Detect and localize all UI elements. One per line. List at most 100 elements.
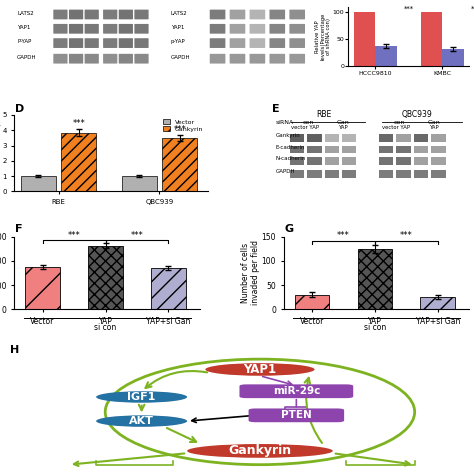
Text: YAP1: YAP1	[171, 25, 184, 30]
Bar	[325, 134, 339, 142]
Text: GAPDH: GAPDH	[17, 55, 36, 60]
Ellipse shape	[96, 391, 187, 403]
FancyBboxPatch shape	[84, 38, 99, 48]
FancyBboxPatch shape	[248, 409, 344, 422]
Bar	[88, 246, 123, 310]
FancyBboxPatch shape	[69, 24, 83, 34]
FancyBboxPatch shape	[289, 9, 305, 19]
Bar	[122, 176, 156, 191]
FancyBboxPatch shape	[84, 54, 99, 64]
Bar	[379, 157, 393, 164]
FancyBboxPatch shape	[103, 24, 117, 34]
Text: si con: si con	[364, 323, 386, 332]
Text: siRNA: siRNA	[275, 120, 294, 125]
FancyBboxPatch shape	[289, 54, 305, 64]
Text: LATS2: LATS2	[17, 11, 34, 16]
Text: YAP1: YAP1	[243, 363, 276, 376]
FancyBboxPatch shape	[210, 9, 226, 19]
FancyBboxPatch shape	[229, 54, 246, 64]
FancyBboxPatch shape	[103, 9, 117, 19]
Text: P-YAP: P-YAP	[17, 39, 31, 44]
Text: ***: ***	[68, 230, 81, 239]
FancyBboxPatch shape	[103, 54, 117, 64]
Bar	[325, 170, 339, 178]
FancyBboxPatch shape	[210, 54, 226, 64]
Bar	[162, 138, 197, 191]
Text: Gan: Gan	[428, 120, 441, 125]
Text: Gankyrin: Gankyrin	[228, 445, 292, 457]
Bar	[396, 134, 410, 142]
FancyBboxPatch shape	[210, 38, 226, 48]
FancyBboxPatch shape	[229, 9, 246, 19]
FancyBboxPatch shape	[69, 38, 83, 48]
Text: Gan: Gan	[337, 120, 350, 125]
FancyBboxPatch shape	[249, 9, 265, 19]
Text: YAP1: YAP1	[17, 25, 30, 30]
Text: ***: ***	[131, 230, 143, 239]
FancyBboxPatch shape	[135, 38, 148, 48]
Bar	[431, 134, 446, 142]
Text: PTEN: PTEN	[281, 410, 312, 420]
Bar	[307, 157, 322, 164]
FancyBboxPatch shape	[118, 24, 133, 34]
Text: RBE: RBE	[317, 110, 332, 119]
Text: N-cadherin: N-cadherin	[275, 156, 306, 161]
Bar	[414, 146, 428, 153]
Text: con: con	[303, 120, 314, 125]
Text: con: con	[394, 120, 405, 125]
FancyBboxPatch shape	[289, 38, 305, 48]
Text: AKT: AKT	[129, 416, 154, 426]
Bar	[342, 157, 356, 164]
FancyBboxPatch shape	[135, 9, 148, 19]
Bar	[290, 157, 304, 164]
Bar	[379, 146, 393, 153]
FancyBboxPatch shape	[53, 9, 67, 19]
Bar	[290, 134, 304, 142]
Text: F: F	[15, 224, 22, 234]
Bar	[357, 249, 392, 310]
FancyBboxPatch shape	[269, 24, 285, 34]
Text: GAPDH: GAPDH	[275, 169, 295, 174]
Bar	[307, 146, 322, 153]
Bar	[396, 157, 410, 164]
Bar	[420, 297, 455, 310]
Ellipse shape	[187, 444, 333, 458]
Text: ***: ***	[400, 231, 413, 240]
Bar	[21, 176, 56, 191]
Text: ***: ***	[173, 125, 186, 134]
Text: LATS2: LATS2	[171, 11, 187, 16]
Text: G: G	[284, 224, 293, 234]
Bar	[290, 146, 304, 153]
Bar	[325, 157, 339, 164]
FancyBboxPatch shape	[69, 9, 83, 19]
Bar	[431, 157, 446, 164]
Text: YAP: YAP	[338, 125, 348, 130]
FancyBboxPatch shape	[135, 54, 148, 64]
Bar	[379, 170, 393, 178]
FancyBboxPatch shape	[269, 9, 285, 19]
FancyBboxPatch shape	[53, 38, 67, 48]
FancyBboxPatch shape	[69, 54, 83, 64]
FancyBboxPatch shape	[84, 9, 99, 19]
Y-axis label: Number of cells
invaded per field: Number of cells invaded per field	[241, 240, 260, 306]
FancyBboxPatch shape	[229, 38, 246, 48]
Bar	[290, 170, 304, 178]
FancyBboxPatch shape	[269, 54, 285, 64]
Bar	[342, 146, 356, 153]
Bar	[307, 170, 322, 178]
Text: D: D	[15, 104, 24, 114]
FancyBboxPatch shape	[249, 24, 265, 34]
Bar	[414, 157, 428, 164]
Bar	[25, 267, 60, 310]
FancyBboxPatch shape	[103, 38, 117, 48]
FancyBboxPatch shape	[135, 24, 148, 34]
Text: vector YAP: vector YAP	[382, 125, 410, 130]
Text: ***: ***	[337, 231, 350, 240]
FancyBboxPatch shape	[239, 384, 353, 398]
FancyBboxPatch shape	[118, 38, 133, 48]
Bar	[431, 170, 446, 178]
Bar	[325, 146, 339, 153]
FancyBboxPatch shape	[249, 54, 265, 64]
Bar	[342, 170, 356, 178]
Text: QBC939: QBC939	[401, 110, 432, 119]
